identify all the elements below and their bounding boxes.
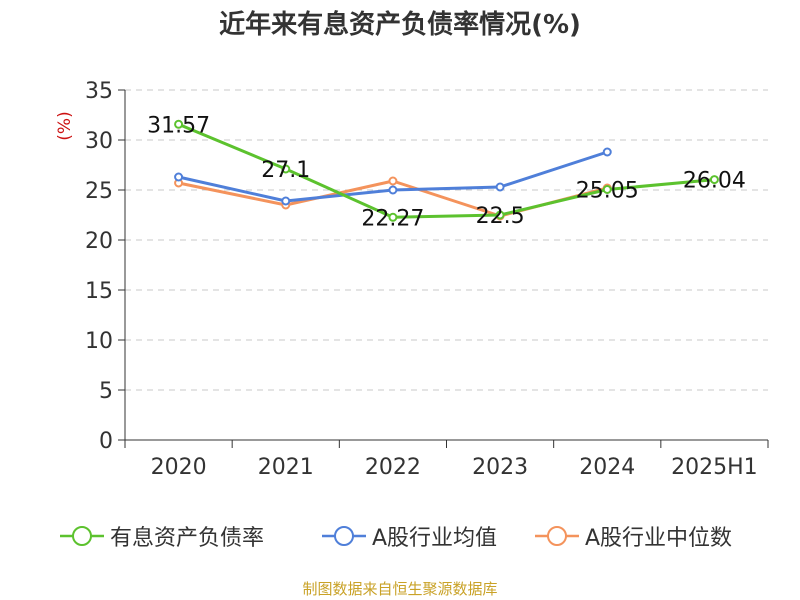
legend-item-interest-bearing-debt-ratio[interactable]: 有息资产负债率 [60,518,264,554]
data-point [388,185,398,195]
data-point [174,172,184,182]
data-label: 22.5 [476,204,525,229]
y-tick-label: 25 [85,179,113,204]
data-point [495,210,505,220]
y-tick-label: 0 [99,429,113,454]
x-tick-label: 2022 [365,455,421,480]
chart-title: 近年来有息资产负债率情况(%) [219,10,581,40]
data-point [388,176,398,186]
y-tick-label: 30 [85,129,113,154]
x-tick-label: 2025H1 [671,455,758,480]
data-point [388,212,398,222]
data-label: 27.1 [261,158,310,183]
legend-swatch-industry-median [535,526,579,546]
legend-item-industry-median[interactable]: A股行业中位数 [535,518,732,554]
data-point [602,185,612,194]
data-label: 26.04 [683,169,746,194]
data-point [495,182,505,192]
data-source-note: 制图数据来自恒生聚源数据库 [302,580,498,598]
legend-label: A股行业中位数 [585,526,733,551]
data-label: 25.05 [576,179,639,204]
legend-marker [334,526,354,546]
legend-label: A股行业均值 [372,526,498,551]
data-point [709,175,719,185]
data-point [281,164,291,174]
x-tick-label: 2021 [258,455,314,480]
legend-item-industry-average[interactable]: A股行业均值 [322,518,497,554]
data-point [281,196,291,206]
y-tick-label: 20 [85,229,113,254]
series-line [178,122,715,219]
line-chart: 0 5 10 15 20 25 30 35 2020 2021 2022 2023 2024 2025H1… [55,79,769,480]
data-label: 31.57 [147,113,210,138]
legend-swatch-industry-average [322,526,366,546]
y-axis-label: (%) [55,111,75,140]
x-tick-label: 2024 [579,455,635,480]
data-point [602,147,612,157]
data-point [174,119,184,129]
legend: 有息资产负债率 A股行业均值 A股行业中位数 [0,518,800,554]
legend-marker [547,526,567,546]
y-tick-label: 15 [85,279,113,304]
y-tick-label: 35 [85,79,113,104]
legend-swatch-interest-bearing-debt-ratio [60,526,104,546]
data-label: 22.27 [361,206,424,231]
y-tick-label: 5 [99,379,113,404]
x-tick-label: 2020 [151,455,207,480]
x-tick-label: 2023 [472,455,528,480]
legend-marker [72,526,92,546]
y-tick-label: 10 [85,329,113,354]
legend-label: 有息资产负债率 [110,526,265,551]
